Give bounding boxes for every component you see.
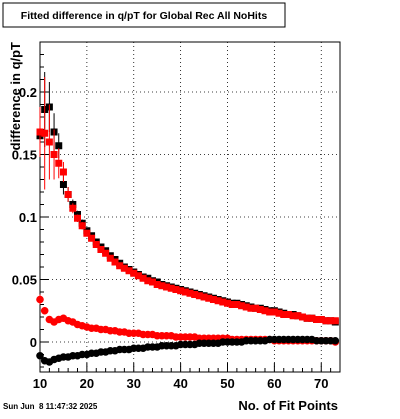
data-point-square	[284, 311, 292, 318]
y-axis-label: difference in q/pT	[8, 42, 23, 150]
data-point-square	[317, 316, 325, 323]
data-point-square	[50, 151, 58, 158]
series-4	[36, 335, 340, 366]
data-point-square	[200, 293, 208, 301]
data-point-square	[252, 304, 260, 312]
timestamp: Sun Jun 8 11:47:32 2025	[3, 402, 98, 411]
data-point-square	[233, 301, 241, 308]
data-point-square	[327, 317, 335, 325]
data-point-square	[78, 222, 86, 230]
data-point-square	[144, 277, 152, 285]
data-point-circle	[331, 336, 340, 345]
data-point-square	[69, 204, 77, 212]
data-point-square	[247, 304, 255, 312]
data-point-square	[97, 246, 105, 253]
data-point-square	[74, 214, 81, 222]
axis-ticks: 10 20 30 40 50 60 70 0 0.05 0.1 0.15 0.2	[12, 54, 341, 391]
data-point-square	[224, 299, 231, 307]
y-tick-label: 0.05	[12, 273, 37, 288]
data-point-square	[186, 289, 194, 297]
data-point-square	[219, 298, 227, 306]
data-point-square	[41, 129, 49, 137]
data-point-square	[36, 128, 44, 136]
data-point-square	[228, 301, 236, 308]
data-point-square	[195, 292, 203, 300]
data-point-square	[167, 284, 175, 292]
plot-frame	[39, 41, 341, 373]
data-point-square	[238, 302, 246, 310]
data-point-square	[106, 254, 114, 262]
x-tick-label: 10	[33, 376, 47, 391]
data-point-square	[149, 278, 156, 286]
data-point-square	[64, 191, 72, 198]
data-point-square	[102, 249, 110, 257]
x-tick-label: 30	[127, 376, 141, 391]
x-axis-label: No. of Fit Points	[238, 398, 338, 413]
data-point-square	[158, 282, 166, 290]
data-point-square	[130, 269, 138, 277]
data-point-square	[59, 168, 67, 176]
data-point-square	[331, 317, 339, 325]
data-point-square	[275, 309, 283, 317]
data-point-square	[313, 316, 321, 323]
data-point-square	[88, 234, 96, 242]
x-tick-label: 50	[220, 376, 234, 391]
title-box	[2, 2, 286, 28]
data-point-square	[181, 288, 189, 296]
data-point-square	[214, 297, 222, 305]
data-point-square	[172, 286, 180, 293]
data-point-square	[209, 296, 217, 303]
data-point-square	[55, 142, 63, 150]
data-point-square	[83, 229, 91, 237]
y-tick-label: 0	[30, 335, 37, 350]
data-point-square	[111, 258, 119, 266]
y-tick-label: 0.1	[19, 210, 37, 225]
data-point-square	[303, 314, 311, 322]
data-point-square	[289, 312, 297, 320]
data-point-square	[134, 272, 142, 280]
series-layer	[36, 72, 340, 366]
x-tick-label: 70	[314, 376, 328, 391]
x-tick-label: 60	[267, 376, 281, 391]
data-point-square	[270, 308, 278, 316]
data-point-square	[45, 138, 53, 146]
data-point-square	[294, 312, 302, 320]
data-point-square	[92, 241, 100, 248]
y-tick-label: 0.2	[19, 85, 37, 100]
data-point-square	[256, 306, 264, 313]
data-point-square	[299, 313, 306, 321]
data-point-circle	[36, 351, 44, 360]
data-point-circle	[36, 295, 44, 304]
data-point-square	[59, 181, 67, 188]
data-point-square	[125, 267, 133, 275]
grid-lines	[39, 42, 340, 372]
data-point-square	[266, 308, 274, 316]
data-point-square	[280, 311, 288, 318]
data-point-square	[308, 314, 316, 322]
chart-title: Fitted difference in q/pT for Global Rec…	[21, 10, 268, 22]
y-tick-label: 0.15	[12, 148, 37, 163]
data-point-square	[205, 294, 213, 302]
data-point-square	[261, 307, 269, 315]
data-point-square	[120, 264, 128, 272]
data-point-square	[191, 291, 199, 298]
data-point-square	[139, 274, 147, 282]
data-point-square	[153, 281, 161, 288]
x-tick-label: 40	[173, 376, 187, 391]
data-point-square	[322, 317, 330, 325]
x-tick-label: 20	[80, 376, 94, 391]
data-point-square	[163, 283, 171, 291]
series-2	[36, 77, 339, 325]
data-point-square	[242, 303, 250, 311]
data-point-square	[177, 287, 185, 295]
data-point-circle	[40, 306, 49, 315]
series-1	[36, 72, 339, 326]
data-point-square	[116, 262, 124, 270]
data-point-square	[55, 159, 63, 167]
